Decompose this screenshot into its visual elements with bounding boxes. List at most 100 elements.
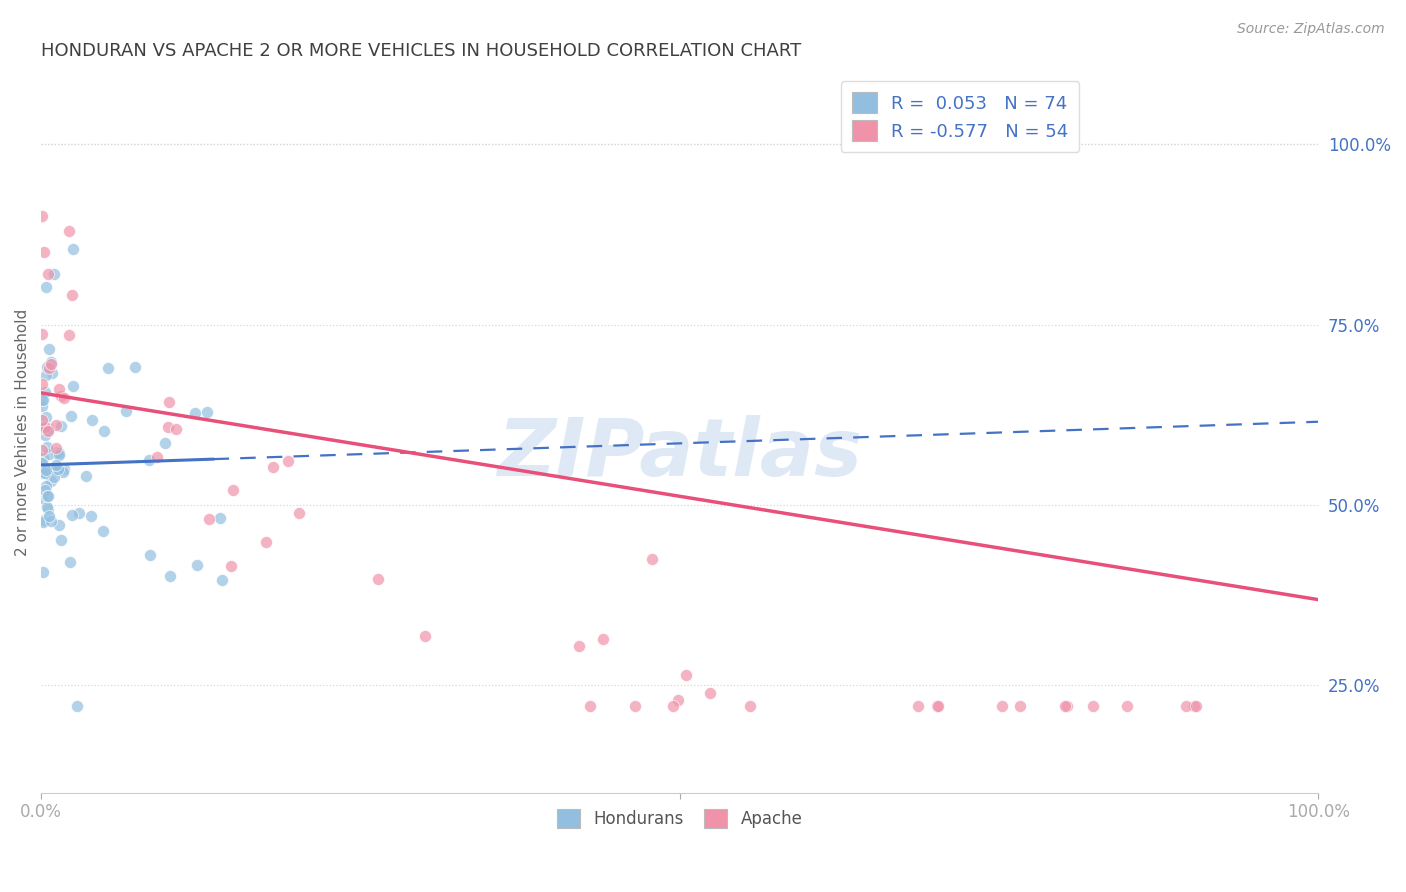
Point [675, 668, 697, 682]
Point [53, 392, 76, 406]
Y-axis label: 2 or more Vehicles in Household: 2 or more Vehicles in Household [15, 309, 30, 557]
Point [37, 463, 59, 477]
Point [31, 327, 53, 342]
Point [45, 418, 67, 433]
Point [31, 467, 53, 481]
Point [159, 569, 181, 583]
Text: Source: ZipAtlas.com: Source: ZipAtlas.com [1237, 22, 1385, 37]
Point [34, 483, 56, 497]
Point [32, 513, 55, 527]
Point [668, 693, 690, 707]
Point [159, 394, 181, 409]
Text: HONDURAN VS APACHE 2 OR MORE VEHICLES IN HOUSEHOLD CORRELATION CHART: HONDURAN VS APACHE 2 OR MORE VEHICLES IN… [41, 42, 801, 60]
Point [277, 454, 299, 468]
Point [641, 551, 664, 566]
Point [38, 360, 60, 375]
Point [31, 421, 53, 435]
Point [80, 508, 103, 523]
Point [157, 420, 180, 434]
Point [32, 451, 55, 466]
Point [925, 699, 948, 714]
Point [1174, 699, 1197, 714]
Point [35, 463, 58, 477]
Point [49, 419, 72, 434]
Point [1182, 699, 1205, 714]
Point [31, 491, 53, 506]
Point [35, 500, 58, 514]
Point [53, 462, 76, 476]
Point [138, 548, 160, 562]
Point [37, 267, 59, 281]
Point [45, 441, 67, 455]
Point [44, 470, 66, 484]
Point [58, 327, 80, 342]
Point [34, 420, 56, 434]
Point [32, 515, 55, 529]
Point [59, 409, 82, 424]
Point [91, 524, 114, 538]
Point [39, 357, 62, 371]
Point [31, 400, 53, 414]
Point [37, 423, 59, 437]
Legend: Hondurans, Apache: Hondurans, Apache [550, 802, 808, 835]
Point [1115, 699, 1137, 714]
Point [31, 393, 53, 408]
Point [32, 419, 55, 434]
Point [37, 490, 59, 504]
Point [262, 460, 284, 475]
Point [195, 405, 218, 419]
Point [62, 242, 84, 256]
Point [38, 447, 60, 461]
Point [114, 404, 136, 418]
Point [221, 483, 243, 497]
Point [579, 699, 602, 714]
Point [1056, 699, 1078, 714]
Point [624, 699, 647, 714]
Point [35, 360, 58, 375]
Point [34, 479, 56, 493]
Point [219, 558, 242, 573]
Point [211, 573, 233, 587]
Point [35, 409, 58, 424]
Point [34, 427, 56, 442]
Point [740, 699, 762, 714]
Point [699, 686, 721, 700]
Point [31, 392, 53, 407]
Point [145, 450, 167, 465]
Point [46, 462, 69, 476]
Point [46, 463, 69, 477]
Point [1008, 699, 1031, 714]
Point [415, 629, 437, 643]
Point [31, 377, 53, 392]
Point [592, 632, 614, 646]
Point [907, 699, 929, 714]
Text: ZIPatlas: ZIPatlas [498, 415, 862, 493]
Point [39, 355, 62, 369]
Point [155, 435, 177, 450]
Point [48, 517, 70, 532]
Point [37, 502, 59, 516]
Point [927, 699, 949, 714]
Point [41, 366, 63, 380]
Point [35, 440, 58, 454]
Point [31, 443, 53, 458]
Point [38, 508, 60, 523]
Point [31, 565, 53, 579]
Point [48, 446, 70, 460]
Point [45, 445, 67, 459]
Point [287, 506, 309, 520]
Point [60, 288, 83, 302]
Point [66, 699, 89, 714]
Point [44, 267, 66, 281]
Point [62, 508, 84, 522]
Point [34, 466, 56, 480]
Point [48, 448, 70, 462]
Point [59, 555, 82, 569]
Point [568, 639, 591, 653]
Point [80, 413, 103, 427]
Point [1053, 699, 1076, 714]
Point [184, 406, 207, 420]
Point [39, 514, 62, 528]
Point [34, 384, 56, 399]
Point [49, 533, 72, 547]
